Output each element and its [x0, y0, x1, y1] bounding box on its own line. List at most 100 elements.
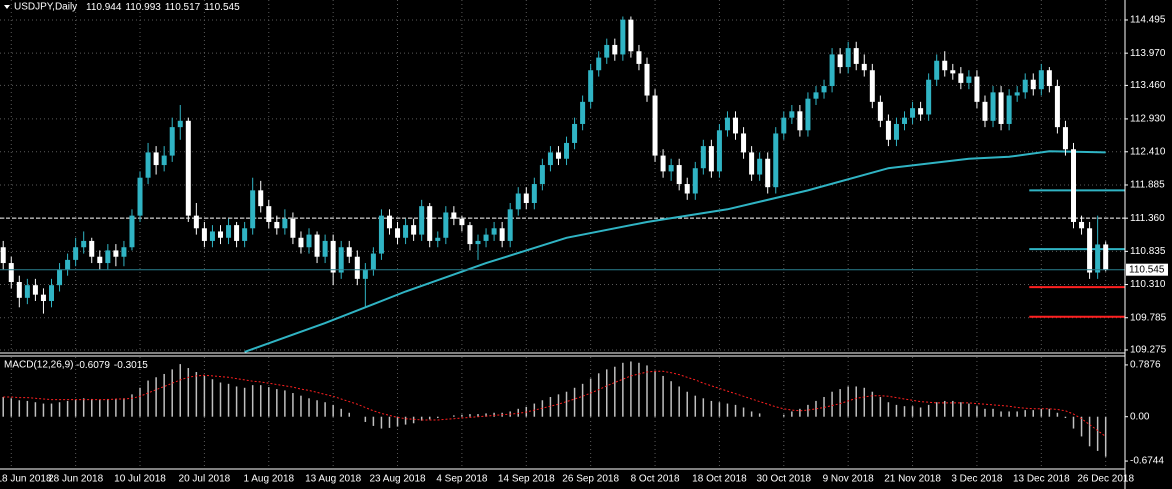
candle-body — [781, 117, 787, 134]
candle-body — [201, 228, 207, 241]
x-tick-label: 26 Sep 2018 — [562, 474, 619, 485]
candle-body — [572, 123, 578, 143]
y-tick-label: 111.885 — [1130, 180, 1165, 191]
candle-body — [314, 234, 320, 257]
candle-body — [386, 215, 392, 229]
x-tick-label: 18 Oct 2018 — [692, 474, 747, 485]
candle-body — [555, 152, 561, 159]
y-tick-label: 112.410 — [1130, 146, 1166, 157]
candle-body — [692, 168, 698, 194]
candle-body — [40, 294, 46, 301]
candle-body — [0, 247, 6, 264]
candle-body — [226, 225, 232, 238]
candle-body — [97, 256, 103, 264]
ohlc-value: 110.993 — [125, 2, 161, 13]
candle-body — [644, 63, 650, 96]
candle-body — [861, 63, 867, 71]
candle-body — [443, 212, 449, 238]
candle-body — [491, 228, 497, 235]
candle-body — [733, 117, 739, 134]
candle-body — [700, 146, 706, 169]
candle-body — [177, 120, 183, 128]
ohlc-value: 110.944 — [86, 2, 122, 13]
candle-body — [451, 212, 457, 219]
candle-body — [1046, 70, 1052, 87]
candle-body — [65, 259, 71, 270]
candle-body — [749, 152, 755, 175]
candle-body — [242, 228, 248, 241]
candle-body — [821, 86, 827, 93]
x-tick-label: 10 Jul 2018 — [114, 474, 166, 485]
candle-body — [1038, 70, 1044, 90]
candle-body — [8, 263, 14, 283]
menu-arrow[interactable] — [4, 5, 10, 9]
y-tick-label: 110.310 — [1130, 279, 1166, 290]
candle-body — [765, 158, 771, 188]
candle-body — [934, 60, 940, 80]
candle-body — [81, 240, 87, 248]
candle-body — [845, 48, 851, 68]
candle-body — [306, 234, 312, 248]
candle-body — [89, 240, 95, 257]
x-tick-label: 28 Jun 2018 — [48, 474, 103, 485]
candle-body — [612, 44, 618, 55]
candle-body — [435, 237, 441, 241]
candle-body — [805, 98, 811, 131]
x-tick-label: 1 Aug 2018 — [243, 474, 294, 485]
candle-body — [1095, 244, 1101, 273]
candle-body — [266, 206, 272, 222]
candle-body — [507, 209, 513, 241]
candle-body — [395, 228, 401, 238]
candle-body — [57, 269, 63, 286]
candle-body — [547, 152, 553, 166]
candle-body — [539, 165, 545, 185]
candle-body — [628, 19, 634, 52]
x-tick-label: 20 Jul 2018 — [179, 474, 231, 485]
x-tick-label: 13 Dec 2018 — [1013, 474, 1070, 485]
y-tick-label: 0.7876 — [1130, 360, 1161, 371]
candle-body — [1087, 228, 1093, 273]
candle-body — [1054, 86, 1060, 128]
price-label: 110.545 — [1129, 264, 1165, 275]
candle-body — [250, 190, 256, 229]
candle-body — [32, 285, 38, 295]
candle-body — [49, 285, 55, 301]
marks — [0, 16, 1125, 457]
candle-body — [370, 253, 376, 270]
y-tick-label: 109.275 — [1130, 345, 1167, 356]
macd-value: -0.3015 — [114, 360, 148, 371]
macd-values: -0.6079 -0.3015 — [76, 360, 148, 371]
candle-body — [515, 193, 521, 210]
ohlc-value: 110.517 — [165, 2, 201, 13]
candle-body — [910, 108, 916, 118]
candle-body — [24, 285, 30, 298]
y-tick-label: 114.495 — [1130, 15, 1166, 26]
candle-body — [724, 117, 730, 131]
candle-body — [829, 54, 835, 87]
candle-body — [459, 218, 465, 226]
x-tick-label: 14 Sep 2018 — [498, 474, 555, 485]
x-tick-label: 30 Oct 2018 — [757, 474, 812, 485]
candle-body — [531, 184, 537, 203]
candle-body — [966, 76, 972, 83]
y-tick-label: 113.460 — [1130, 80, 1166, 91]
candle-body — [290, 218, 296, 238]
ohlc: 110.944 110.993 110.517 110.545 — [86, 2, 240, 13]
candle-body — [950, 70, 956, 74]
candle-body — [161, 155, 167, 166]
candle-body — [837, 54, 843, 68]
y-tick-label: 0.00 — [1130, 411, 1150, 422]
candle-body — [869, 70, 875, 102]
candle-body — [757, 158, 763, 175]
y-tick-label: 113.970 — [1130, 48, 1166, 59]
x-tick-label: 23 Aug 2018 — [369, 474, 426, 485]
candle-body — [354, 256, 360, 279]
candle-body — [153, 152, 159, 166]
candle-body — [113, 250, 119, 257]
x-tick-label: 9 Nov 2018 — [823, 474, 875, 485]
candle-body — [362, 269, 368, 279]
candle-body — [636, 51, 642, 64]
candle-body — [1014, 92, 1020, 96]
